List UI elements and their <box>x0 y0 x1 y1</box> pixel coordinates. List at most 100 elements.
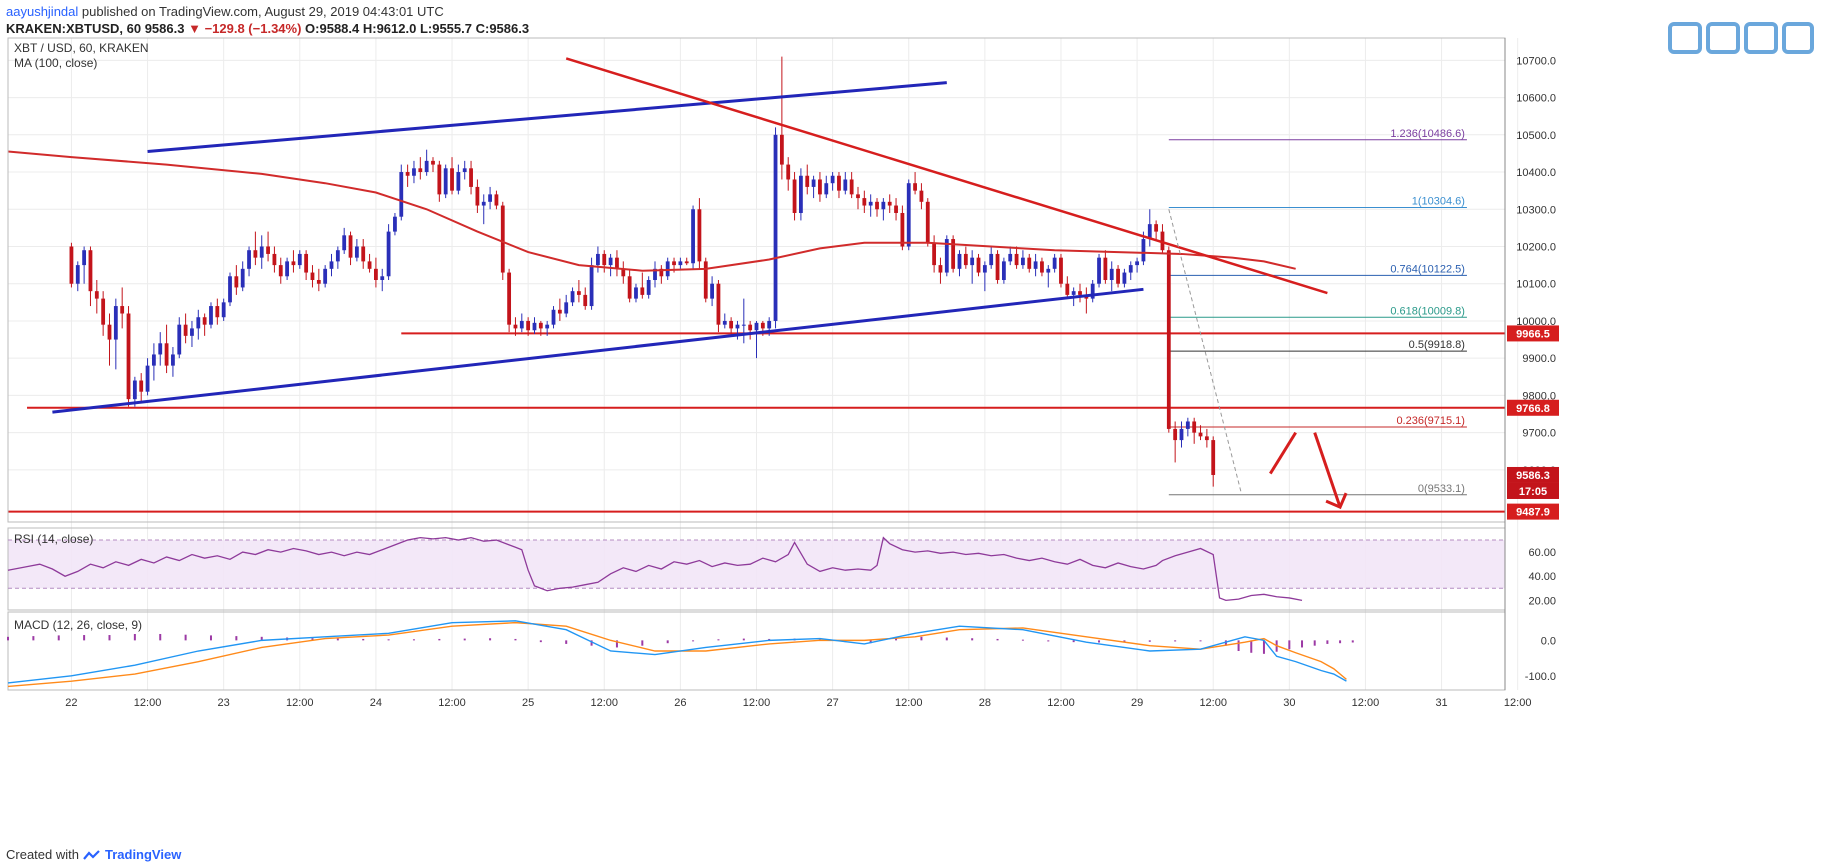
macd-hist-bar <box>463 638 466 641</box>
candle-body <box>209 306 213 325</box>
level-price-tag-bg <box>1507 325 1559 342</box>
candle-body <box>367 261 372 269</box>
macd-hist-bar <box>717 639 720 641</box>
axes: 10700.0 10600.0 10500.0 10400.0 10300.0 10200… <box>14 41 1556 709</box>
rsi-band <box>8 540 1505 589</box>
macd-hist-bar <box>996 638 999 641</box>
macd-hist-bar <box>869 640 872 644</box>
candle-body <box>1033 261 1038 269</box>
price-tick-label: 9900.0 <box>1522 353 1556 365</box>
macd-hist-bar <box>666 640 669 644</box>
candle-body <box>741 324 746 326</box>
candle-body <box>1198 432 1203 437</box>
candle-body <box>710 283 715 299</box>
candle-body <box>1135 261 1139 266</box>
x-tick-label: 12:00 <box>1504 697 1532 709</box>
candle-body <box>126 313 131 400</box>
candle-body <box>1008 253 1013 262</box>
x-tick-label: 25 <box>522 697 534 709</box>
x-tick-label: 30 <box>1283 697 1295 709</box>
candle-body <box>450 168 454 191</box>
candle-body <box>348 235 353 258</box>
candle-body <box>653 268 657 280</box>
macd-hist-bar <box>1174 640 1177 642</box>
signal-line <box>7 621 1347 688</box>
candle-body <box>615 257 619 269</box>
fib-label: 0(9533.1) <box>1418 483 1465 495</box>
x-tick-label: 24 <box>370 697 382 709</box>
candle-body <box>1141 239 1146 262</box>
candle-body <box>995 253 1000 280</box>
candle-body <box>659 268 664 277</box>
candle-body <box>1109 268 1114 280</box>
candle-body <box>304 253 309 273</box>
horizontal-levels <box>8 332 1505 513</box>
price-tick-label: 10300.0 <box>1516 204 1556 216</box>
candle-body <box>982 265 987 273</box>
candle-body <box>354 246 359 258</box>
price-change: ▼ −129.8 (−1.34%) <box>188 21 302 36</box>
candle-body <box>1078 291 1082 295</box>
level-price-tag: 9487.9 <box>1516 507 1550 519</box>
candle-body <box>443 168 448 195</box>
candle-body <box>82 250 87 266</box>
fib-label: 0.5(9918.8) <box>1409 339 1465 351</box>
candle-body <box>380 276 385 280</box>
x-tick-label: 27 <box>826 697 838 709</box>
macd-hist-bar <box>1326 640 1329 644</box>
candle-body <box>1122 272 1127 284</box>
candle-body <box>437 164 442 195</box>
candle-body <box>259 246 264 258</box>
candle-body <box>494 194 499 206</box>
candle-body <box>868 201 873 206</box>
candle-body <box>329 261 334 269</box>
macd-tick-label: -100.0 <box>1525 671 1556 683</box>
candle-body <box>1090 283 1095 299</box>
candle-body <box>113 306 118 340</box>
price-tick-label: 9700.0 <box>1522 428 1556 440</box>
candle-body <box>297 253 302 266</box>
publish-info: aayushjindal published on TradingView.co… <box>6 4 444 19</box>
candle-body <box>393 216 397 232</box>
candle-body <box>1147 224 1152 240</box>
macd-hist-bar <box>1301 640 1304 648</box>
candle-body <box>862 198 867 206</box>
candle-body <box>107 324 112 340</box>
candle-body <box>545 324 550 329</box>
arrow-down-head <box>1325 492 1348 510</box>
candle-body <box>462 168 467 173</box>
chain-logo-watermark-icon <box>1668 22 1814 54</box>
countdown-bg <box>1507 482 1559 499</box>
candle-body <box>1204 436 1209 441</box>
fib-label: 0.618(10009.8) <box>1390 305 1465 317</box>
candle-body <box>570 291 575 303</box>
candle-body <box>703 261 708 299</box>
candle-body <box>786 164 791 180</box>
candle-body <box>843 179 848 191</box>
macd-hist-bar <box>768 638 771 641</box>
candle-body <box>253 250 258 258</box>
x-tick-label: 23 <box>218 697 230 709</box>
candle-body <box>900 212 905 247</box>
macd-pane: MACD (12, 26, close, 9) <box>7 618 1354 688</box>
candle-body <box>963 253 968 266</box>
macd-hist-bar <box>438 638 441 641</box>
candle-body <box>824 183 829 195</box>
candle-body <box>798 175 803 213</box>
candle-body <box>989 253 994 266</box>
published-text: published on TradingView.com, August 29,… <box>81 4 444 19</box>
candle-body <box>75 265 80 284</box>
candle-body <box>481 201 486 206</box>
macd-hist-bar <box>590 640 593 646</box>
fib-label: 0.764(10122.5) <box>1390 263 1465 275</box>
candle-body <box>221 302 226 318</box>
username[interactable]: aayushjindal <box>6 4 79 19</box>
rsi-tick-label: 20.00 <box>1528 595 1556 607</box>
candle-body <box>951 239 956 269</box>
candle-body <box>792 179 797 213</box>
macd-hist-bar <box>108 635 111 641</box>
candle-body <box>202 317 207 325</box>
tradingview-link[interactable]: TradingView <box>104 847 182 862</box>
macd-hist-bar <box>971 638 974 641</box>
x-tick-label: 12:00 <box>895 697 923 709</box>
